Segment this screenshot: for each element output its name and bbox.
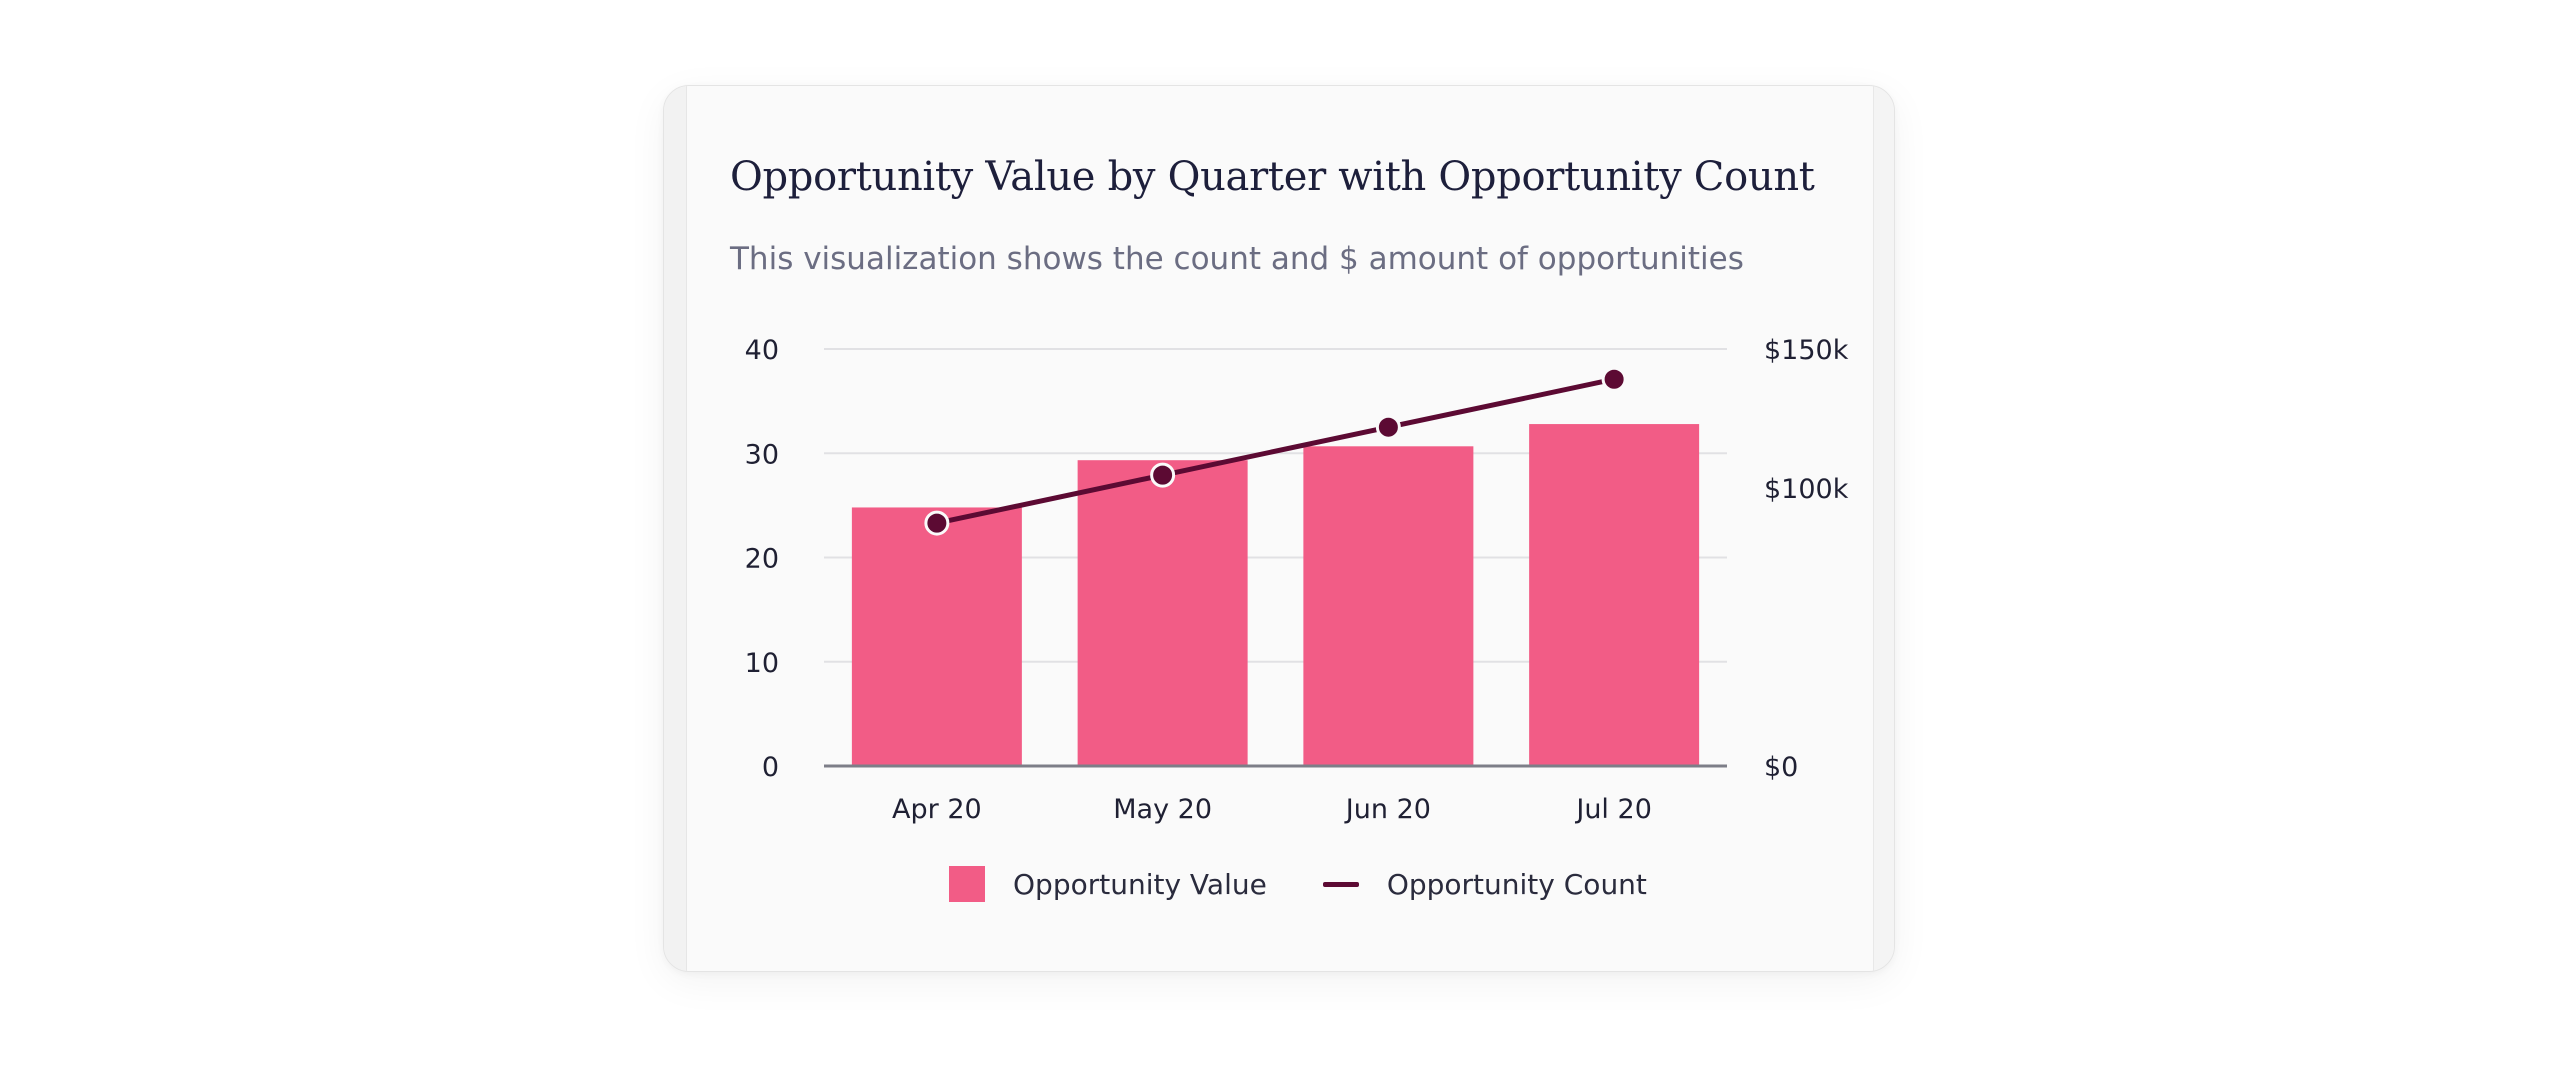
right-tick-label: $150k [1764, 335, 1849, 366]
bar[interactable] [851, 507, 1022, 766]
bar[interactable] [1077, 460, 1248, 766]
line-point[interactable] [1375, 414, 1401, 440]
chart-card: Opportunity Value by Quarter with Opport… [663, 85, 1895, 972]
legend-swatch-line [1322, 881, 1359, 887]
card-right-edge [1873, 86, 1894, 971]
legend-swatch-bar [949, 866, 985, 902]
right-tick-label: $100k [1764, 474, 1849, 505]
chart-title: Opportunity Value by Quarter with Opport… [730, 154, 1815, 200]
line-point[interactable] [1601, 366, 1627, 392]
legend: Opportunity Value Opportunity Count [949, 866, 1647, 902]
left-tick-label: 10 [745, 648, 779, 679]
right-y-axis: $0 $100k $150k [1764, 335, 1849, 783]
left-tick-label: 20 [745, 544, 779, 575]
combo-chart: 0 10 20 30 40 $0 $100k $150k Apr 20 May 20 Jun 2… [745, 335, 1849, 825]
legend-label: Opportunity Value [1013, 867, 1267, 901]
x-tick-label: Jun 20 [1344, 794, 1431, 825]
left-tick-label: 0 [762, 752, 779, 783]
line-point[interactable] [1150, 462, 1176, 488]
x-tick-label: Jul 20 [1574, 794, 1652, 825]
bar[interactable] [1529, 424, 1700, 766]
legend-item-opportunity-value[interactable]: Opportunity Value [949, 866, 1267, 902]
legend-item-opportunity-count[interactable]: Opportunity Count [1322, 867, 1647, 901]
line-point[interactable] [924, 510, 950, 536]
x-tick-label: May 20 [1113, 794, 1212, 825]
card-left-edge [664, 86, 687, 971]
legend-label: Opportunity Count [1386, 867, 1647, 901]
line-series-opportunity-count [924, 366, 1627, 536]
right-tick-label: $0 [1764, 752, 1798, 783]
chart-subtitle: This visualization shows the count and $… [730, 241, 1744, 277]
left-y-axis: 0 10 20 30 40 [745, 335, 779, 783]
left-tick-label: 30 [745, 439, 779, 470]
bar[interactable] [1303, 446, 1474, 766]
left-tick-label: 40 [745, 335, 779, 366]
x-tick-label: Apr 20 [892, 794, 982, 825]
bar-series-opportunity-value [851, 424, 1700, 766]
series-line [936, 376, 1615, 526]
x-axis: Apr 20 May 20 Jun 20 Jul 20 [892, 794, 1652, 825]
